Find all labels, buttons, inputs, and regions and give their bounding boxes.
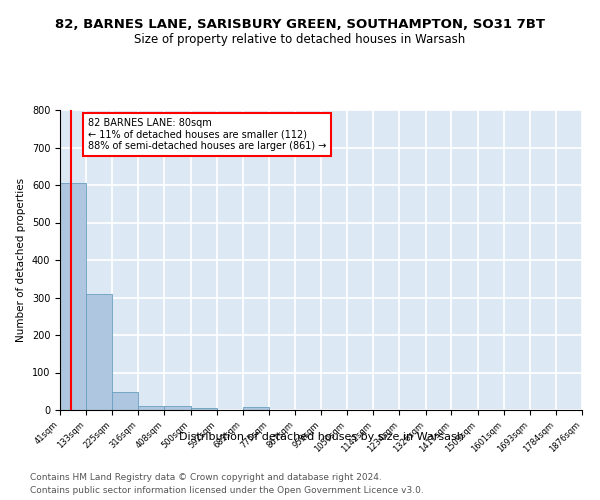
Bar: [191, 408, 217, 410]
Text: Contains HM Land Registry data © Crown copyright and database right 2024.: Contains HM Land Registry data © Crown c…: [30, 472, 382, 482]
Bar: [164, 406, 191, 410]
Bar: [60, 182, 86, 410]
Text: Distribution of detached houses by size in Warsash: Distribution of detached houses by size …: [179, 432, 463, 442]
Bar: [242, 407, 269, 410]
Y-axis label: Number of detached properties: Number of detached properties: [16, 178, 26, 342]
Text: 82 BARNES LANE: 80sqm
← 11% of detached houses are smaller (112)
88% of semi-det: 82 BARNES LANE: 80sqm ← 11% of detached …: [88, 118, 326, 150]
Bar: [112, 392, 138, 410]
Text: Size of property relative to detached houses in Warsash: Size of property relative to detached ho…: [134, 32, 466, 46]
Text: Contains public sector information licensed under the Open Government Licence v3: Contains public sector information licen…: [30, 486, 424, 495]
Text: 82, BARNES LANE, SARISBURY GREEN, SOUTHAMPTON, SO31 7BT: 82, BARNES LANE, SARISBURY GREEN, SOUTHA…: [55, 18, 545, 30]
Bar: [86, 294, 112, 410]
Bar: [138, 406, 164, 410]
